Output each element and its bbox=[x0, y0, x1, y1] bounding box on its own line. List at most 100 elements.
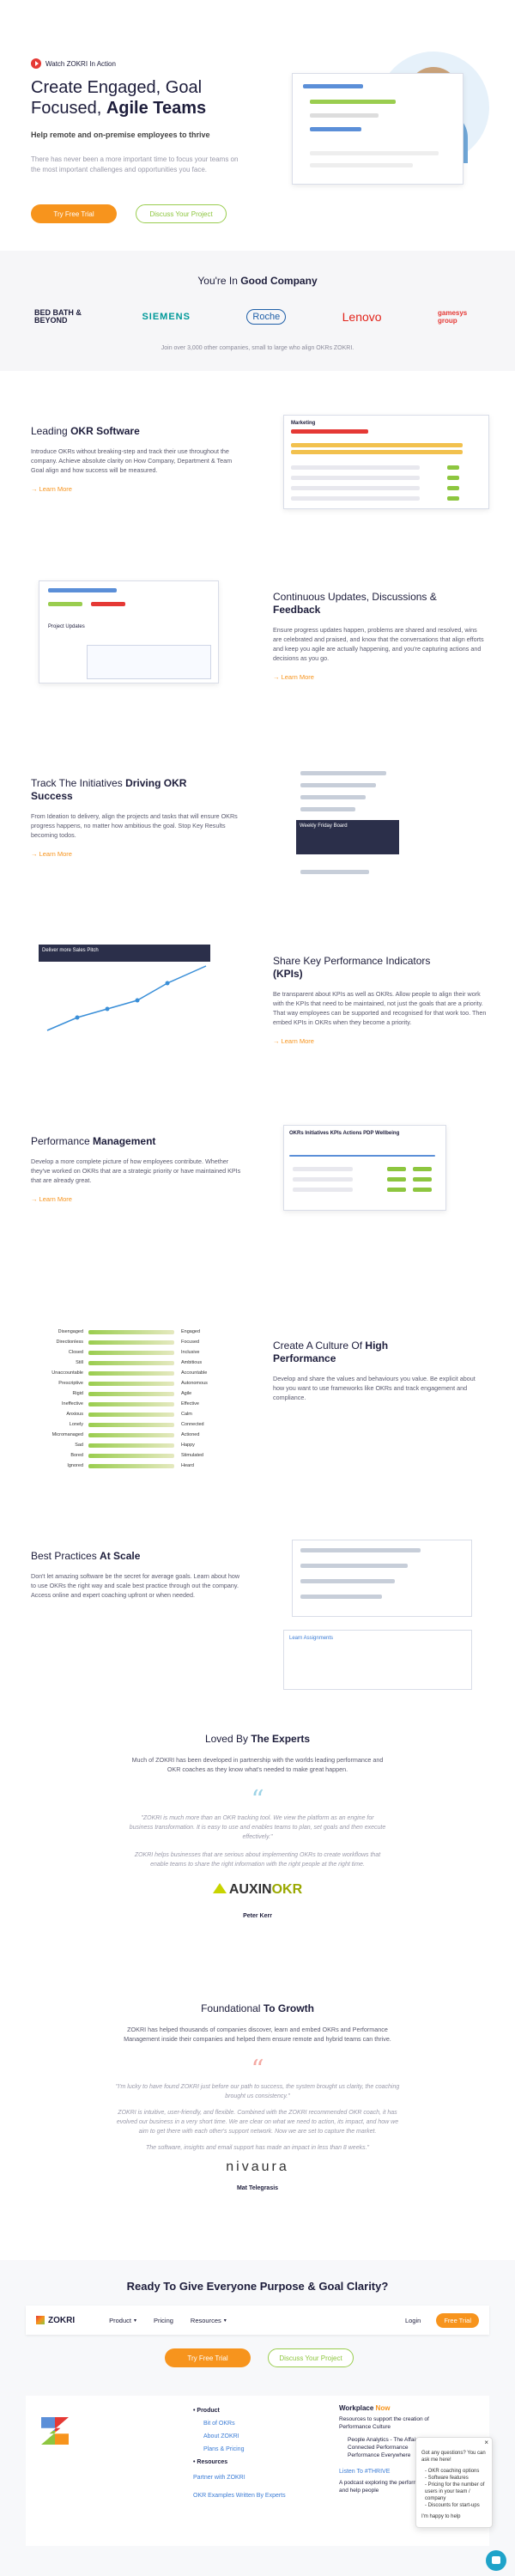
chat-intro: Got any questions? You can ask me here! bbox=[421, 2451, 486, 2463]
culture-track bbox=[88, 1340, 174, 1345]
nav-item[interactable]: Product bbox=[109, 2316, 131, 2324]
watch-link[interactable]: Watch ZOKRI In Action bbox=[31, 58, 116, 69]
quote: The software, insights and email support… bbox=[145, 2145, 370, 2151]
company-band bbox=[0, 251, 515, 371]
menu-link[interactable]: Bit of OKRs bbox=[203, 2421, 235, 2427]
culture-left: Prescriptive bbox=[58, 1381, 83, 1386]
menu-resources-text: Resources bbox=[197, 2459, 228, 2465]
cta-trial[interactable]: Try Free Trial bbox=[165, 2348, 251, 2367]
chat-option-text: Discounts for start-ups bbox=[427, 2503, 480, 2508]
play-icon bbox=[31, 58, 41, 69]
article[interactable]: People Analytics - The Affair bbox=[348, 2437, 418, 2443]
nivaura-logo: nivaura bbox=[226, 2160, 289, 2174]
feature-text: Best Practices At Scale Don't let amazing… bbox=[31, 1550, 245, 1600]
mock-bar bbox=[300, 783, 376, 787]
company-logo: BED BATH & BEYOND bbox=[34, 308, 82, 325]
feature-illustration: Marketing bbox=[283, 415, 489, 509]
mock-row bbox=[291, 486, 420, 490]
mock-row bbox=[291, 476, 420, 480]
login[interactable]: Login bbox=[404, 2316, 421, 2324]
chat-button[interactable] bbox=[486, 2550, 506, 2571]
culture-left: Unaccountable bbox=[52, 1370, 83, 1376]
brand[interactable]: ZOKRI bbox=[48, 2315, 76, 2325]
cta-discuss[interactable]: Discuss Your Project bbox=[136, 204, 227, 223]
mock-status bbox=[387, 1177, 406, 1182]
culture-track bbox=[88, 1423, 174, 1427]
experts-title: Loved By The Experts bbox=[0, 1733, 515, 1745]
article[interactable]: Performance Everywhere bbox=[348, 2452, 411, 2458]
mock-row bbox=[293, 1177, 353, 1182]
mock-bar bbox=[300, 1548, 421, 1552]
feature-desc: Ensure progress updates happen, problems… bbox=[273, 626, 484, 662]
mock-bar bbox=[291, 443, 463, 447]
podcast[interactable]: Listen To #THRIVE bbox=[339, 2469, 391, 2475]
culture-left: Directionless bbox=[56, 1340, 83, 1345]
chat-option-text: OKR coaching options bbox=[427, 2469, 480, 2474]
feature-title-em: Driving OKR Success bbox=[31, 777, 187, 802]
mock-header: Deliver more Sales Pitch bbox=[39, 945, 210, 962]
mock-card: Learn Assignments bbox=[283, 1630, 472, 1690]
feature-title-text: Create A Culture Of bbox=[273, 1340, 363, 1352]
feature-title: Track The Initiatives Driving OKR Succes… bbox=[31, 777, 203, 803]
nav-item[interactable]: Resources bbox=[190, 2316, 221, 2324]
mock-status bbox=[413, 1177, 432, 1182]
nav-item[interactable]: Pricing bbox=[153, 2316, 173, 2324]
culture-right: Engaged bbox=[181, 1329, 201, 1334]
menu-product[interactable]: • Product bbox=[193, 2408, 220, 2414]
company-title-text: You're In bbox=[197, 275, 238, 287]
company-text: Join over 3,000 other companies, small t… bbox=[161, 345, 354, 351]
culture-left: Micromanaged bbox=[52, 1432, 83, 1437]
mock-label: Deliver more Sales Pitch bbox=[42, 948, 99, 953]
feature-title-text: Leading bbox=[31, 425, 68, 437]
growth-text: ZOKRI has helped thousands of companies … bbox=[124, 2026, 391, 2043]
menu-link[interactable]: Partner with ZOKRI bbox=[193, 2475, 245, 2481]
culture-track bbox=[88, 1443, 174, 1448]
experts-title-em: The Experts bbox=[251, 1733, 311, 1745]
mock-row bbox=[291, 465, 420, 470]
mock-bar bbox=[300, 795, 366, 799]
cta-trial[interactable]: Try Free Trial bbox=[31, 204, 117, 223]
culture-left: Bored bbox=[70, 1453, 83, 1458]
menu-link[interactable]: Plans & Pricing bbox=[203, 2446, 245, 2452]
learn-more[interactable]: Learn More bbox=[31, 485, 245, 493]
nav-trial[interactable]: Free Trial bbox=[436, 2312, 479, 2328]
menu-link[interactable]: OKR Examples Written By Experts bbox=[193, 2493, 286, 2499]
growth-author: Mat Telegrasis bbox=[236, 2185, 279, 2191]
chat-close[interactable]: × bbox=[484, 2439, 488, 2446]
quote-mark: “ bbox=[251, 1785, 264, 1815]
learn-more[interactable]: Learn More bbox=[31, 850, 245, 858]
culture-right: Inclusive bbox=[181, 1350, 200, 1355]
workplace: Workplace Now Resources to support the c… bbox=[339, 2404, 433, 2494]
mock-card bbox=[292, 1540, 472, 1617]
menu-link[interactable]: About ZOKRI bbox=[203, 2433, 239, 2439]
culture-left: Still bbox=[76, 1360, 83, 1365]
growth-title-em: To Growth bbox=[263, 2002, 314, 2014]
mock-status bbox=[387, 1167, 406, 1171]
menu-resources[interactable]: • Resources bbox=[193, 2459, 228, 2465]
mock-bar bbox=[300, 771, 386, 775]
feature-illustration: Disengaged Engaged Directionless Focused Clo… bbox=[39, 1329, 227, 1475]
feature-illustration: Weekly Friday Board bbox=[283, 767, 412, 896]
feature-text: Leading OKR Software Introduce OKRs witho… bbox=[31, 425, 245, 493]
cta-discuss[interactable]: Discuss Your Project bbox=[268, 2348, 354, 2367]
feature-title-em: OKR Software bbox=[70, 425, 140, 437]
mock-status bbox=[387, 1188, 406, 1192]
learn-more[interactable]: Learn More bbox=[273, 1037, 488, 1045]
culture-left: Closed bbox=[68, 1350, 83, 1355]
culture-right: Effective bbox=[181, 1401, 199, 1406]
feature-desc: Develop a more complete picture of how e… bbox=[31, 1157, 241, 1184]
mock-row bbox=[293, 1188, 353, 1192]
mock-status bbox=[447, 496, 459, 501]
mock-status bbox=[447, 476, 459, 480]
culture-left: Rigid bbox=[72, 1391, 83, 1396]
article[interactable]: Connected Performance bbox=[348, 2445, 409, 2451]
learn-more[interactable]: Learn More bbox=[31, 1195, 245, 1203]
learn-more[interactable]: Learn More bbox=[273, 673, 488, 681]
company-logo: SIEMENS bbox=[142, 312, 191, 322]
culture-right: Calm bbox=[181, 1412, 192, 1417]
headline-text: Create Engaged, Goal Focused, bbox=[31, 78, 203, 118]
mock-bar bbox=[291, 450, 463, 454]
mock-status bbox=[447, 486, 459, 490]
chat-option: - OKR coaching options bbox=[425, 2469, 480, 2474]
culture-right: Focused bbox=[181, 1340, 200, 1345]
